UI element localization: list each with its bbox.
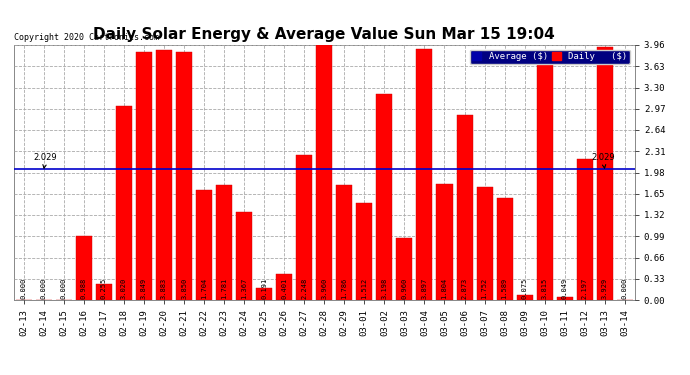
Text: 0.049: 0.049 <box>562 278 568 299</box>
Bar <box>216 185 232 300</box>
Text: 0.960: 0.960 <box>402 278 407 299</box>
Bar <box>156 50 172 300</box>
Bar <box>517 295 533 300</box>
Bar <box>296 155 313 300</box>
Text: 1.512: 1.512 <box>362 278 367 299</box>
Bar <box>397 238 413 300</box>
Text: 3.897: 3.897 <box>422 278 428 299</box>
Text: 2.029: 2.029 <box>591 153 615 168</box>
Text: 1.804: 1.804 <box>442 278 448 299</box>
Text: 2.873: 2.873 <box>462 278 468 299</box>
Text: 3.020: 3.020 <box>121 278 127 299</box>
Text: Copyright 2020 Cartronics.com: Copyright 2020 Cartronics.com <box>14 33 159 42</box>
Text: 0.000: 0.000 <box>61 278 67 299</box>
Text: 2.029: 2.029 <box>34 153 57 168</box>
Bar <box>176 52 192 300</box>
Text: 1.786: 1.786 <box>342 278 347 299</box>
Bar <box>597 47 613 300</box>
Bar <box>497 198 513 300</box>
Text: 3.849: 3.849 <box>141 278 147 299</box>
Bar <box>356 202 373 300</box>
Bar <box>116 105 132 300</box>
Bar <box>76 236 92 300</box>
Bar <box>276 274 293 300</box>
Text: 2.197: 2.197 <box>582 278 588 299</box>
Text: 0.401: 0.401 <box>282 278 287 299</box>
Text: 0.000: 0.000 <box>21 278 27 299</box>
Text: 1.781: 1.781 <box>221 278 227 299</box>
Bar <box>236 212 252 300</box>
Text: 3.960: 3.960 <box>322 278 327 299</box>
Text: 3.815: 3.815 <box>542 278 548 299</box>
Bar <box>577 159 593 300</box>
Text: 0.075: 0.075 <box>522 278 528 299</box>
Text: 2.248: 2.248 <box>302 278 307 299</box>
Text: 0.255: 0.255 <box>101 278 107 299</box>
Bar <box>316 45 333 300</box>
Text: 3.850: 3.850 <box>181 278 187 299</box>
Bar <box>136 52 152 300</box>
Bar <box>437 184 453 300</box>
Bar <box>417 49 433 300</box>
Bar <box>457 115 473 300</box>
Text: 1.367: 1.367 <box>241 278 247 299</box>
Text: 3.198: 3.198 <box>382 278 387 299</box>
Bar <box>96 284 112 300</box>
Bar <box>477 187 493 300</box>
Text: 1.704: 1.704 <box>201 278 207 299</box>
Text: 3.883: 3.883 <box>161 278 167 299</box>
Bar <box>537 54 553 300</box>
Bar <box>557 297 573 300</box>
Text: 0.191: 0.191 <box>262 278 267 299</box>
Text: 3.929: 3.929 <box>602 278 608 299</box>
Text: 0.988: 0.988 <box>81 278 87 299</box>
Bar <box>376 94 393 300</box>
Text: 1.752: 1.752 <box>482 278 488 299</box>
Title: Daily Solar Energy & Average Value Sun Mar 15 19:04: Daily Solar Energy & Average Value Sun M… <box>93 27 555 42</box>
Text: 0.000: 0.000 <box>622 278 628 299</box>
Bar <box>196 190 212 300</box>
Text: 1.589: 1.589 <box>502 278 508 299</box>
Bar <box>336 185 353 300</box>
Legend: Average ($), Daily   ($): Average ($), Daily ($) <box>470 50 630 64</box>
Text: 0.000: 0.000 <box>41 278 47 299</box>
Bar <box>256 288 273 300</box>
